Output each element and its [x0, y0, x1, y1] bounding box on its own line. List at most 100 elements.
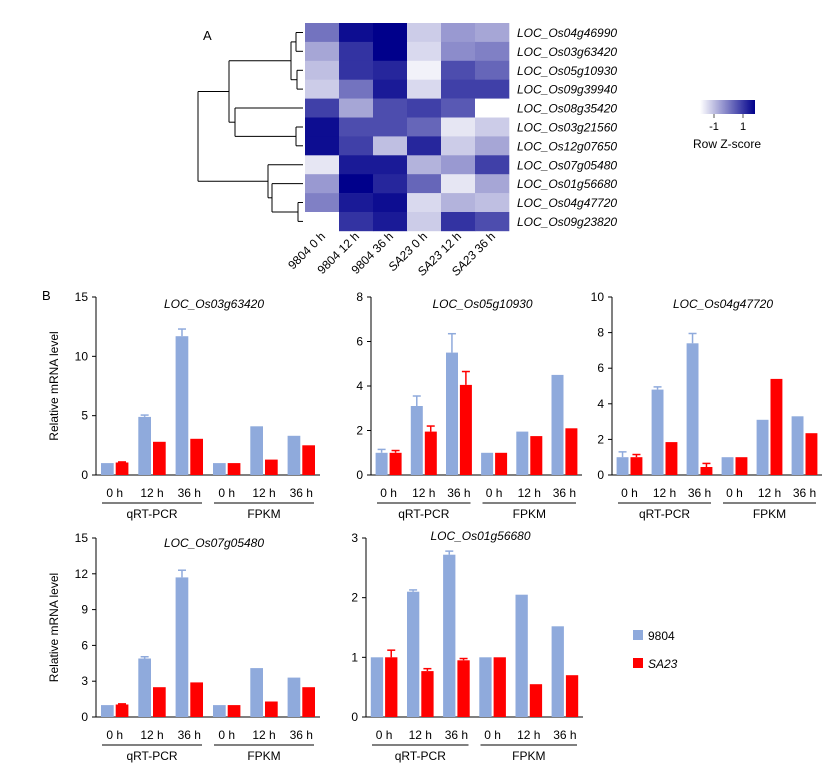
bar-SA23	[190, 682, 203, 717]
heatmap-cell	[305, 79, 340, 99]
heatmap-cell	[339, 79, 374, 99]
bar-SA23	[302, 445, 315, 475]
panel-b-label: B	[42, 288, 51, 303]
heatmap-cell	[407, 117, 442, 137]
bar-9804	[721, 457, 734, 475]
colorkey-title: Row Z-score	[693, 137, 761, 151]
heatmap-cell	[305, 155, 340, 175]
heatmap-cell	[475, 23, 510, 43]
bar-9804	[407, 591, 420, 717]
group-label: qRT-PCR	[126, 507, 177, 521]
y-tick-label: 4	[597, 397, 604, 411]
bar-SA23	[227, 705, 241, 717]
y-tick-label: 5	[81, 409, 88, 423]
heatmap-cell	[407, 98, 442, 118]
x-tick-label: 36 h	[553, 486, 576, 500]
bar-9804	[138, 658, 151, 717]
x-tick-label: 36 h	[290, 486, 313, 500]
x-tick-label: 36 h	[447, 486, 470, 500]
colorkey-bar	[700, 100, 755, 114]
bar-9804	[175, 577, 189, 717]
colorkey-tick-label: 1	[740, 121, 746, 133]
group-label: FPKM	[753, 507, 786, 521]
bar-9804	[686, 343, 699, 475]
bar-9804	[551, 626, 564, 717]
bar-SA23	[493, 657, 506, 717]
heatmap-cell	[373, 174, 408, 194]
heatmap-cell	[441, 117, 476, 137]
bar-SA23	[495, 452, 508, 476]
heatmap-cell	[339, 212, 374, 232]
condition-label-time: 12 h	[435, 229, 464, 258]
heatmap-cell	[475, 98, 510, 118]
bar-9804	[250, 668, 263, 717]
y-tick-label: 6	[81, 638, 88, 652]
x-tick-label: 36 h	[178, 486, 201, 500]
x-tick-label: 36 h	[445, 728, 468, 742]
heatmap-cell	[407, 79, 442, 99]
x-tick-label: 0 h	[484, 728, 501, 742]
group-label: qRT-PCR	[398, 507, 449, 521]
heatmap-cell	[373, 98, 408, 118]
colorkey-tick-label: -1	[709, 121, 719, 133]
bar-9804	[551, 374, 564, 475]
heatmap-cell	[339, 136, 374, 156]
heatmap-cell	[441, 136, 476, 156]
x-tick-label: 0 h	[486, 486, 503, 500]
heatmap-cell	[305, 23, 340, 43]
x-tick-label: 0 h	[621, 486, 638, 500]
heatmap-cell	[305, 98, 340, 118]
heatmap-cell	[305, 136, 340, 156]
bar-SA23	[302, 687, 315, 717]
heatmap-cell	[475, 155, 510, 175]
bar-SA23	[565, 428, 578, 475]
gene-label: LOC_Os03g63420	[517, 45, 617, 59]
y-axis-label: Relative mRNA level	[47, 331, 61, 440]
heatmap-cell	[441, 41, 476, 62]
bar-9804	[410, 406, 423, 475]
group-label: qRT-PCR	[126, 749, 177, 763]
gene-label: LOC_Os12g07650	[517, 139, 617, 153]
y-tick-label: 8	[597, 326, 604, 340]
bar-SA23	[265, 701, 278, 717]
gene-label: LOC_Os08g35420	[517, 102, 617, 116]
heatmap-cell	[339, 41, 374, 62]
heatmap-cell	[407, 41, 442, 62]
bar-SA23	[153, 687, 166, 717]
heatmap-cell	[475, 117, 510, 137]
x-tick-label: 12 h	[653, 486, 676, 500]
group-label: FPKM	[247, 507, 280, 521]
legend-label: SA23	[648, 657, 678, 671]
condition-label-time: 36 h	[367, 229, 396, 258]
bar-chart-LOC_Os01g56680: 0 1 2 3 LOC_Os01g56680 0 h 12 h 36 h 0 h 12 h 36 h…	[351, 529, 583, 763]
x-tick-label: 36 h	[290, 728, 313, 742]
x-tick-label: 12 h	[518, 486, 541, 500]
x-tick-label: 12 h	[758, 486, 781, 500]
heatmap-cell	[373, 79, 408, 99]
group-label: FPKM	[247, 749, 280, 763]
y-tick-label: 0	[81, 710, 88, 724]
bar-SA23	[153, 441, 166, 475]
heatmap-cell	[339, 155, 374, 175]
gene-label: LOC_Os04g47720	[517, 196, 617, 210]
heatmap-cell	[373, 212, 408, 232]
heatmap-cell	[441, 193, 476, 213]
heatmap-cell	[475, 212, 510, 232]
bar-SA23	[457, 660, 470, 717]
legend: 9804 SA23	[633, 629, 678, 671]
gene-label: LOC_Os05g10930	[517, 64, 617, 78]
y-tick-label: 9	[81, 603, 88, 617]
gene-label: LOC_Os09g23820	[517, 215, 617, 229]
chart-title: LOC_Os04g47720	[673, 297, 773, 311]
condition-label-time: 12 h	[333, 229, 362, 258]
heatmap-cell	[441, 174, 476, 194]
heatmap-cell	[475, 193, 510, 213]
y-tick-label: 3	[351, 531, 358, 545]
y-tick-label: 8	[356, 290, 363, 304]
y-tick-label: 15	[75, 531, 89, 545]
y-tick-label: 6	[356, 335, 363, 349]
heatmap-cell	[475, 174, 510, 194]
bar-9804	[515, 594, 528, 717]
bar-9804	[375, 452, 388, 476]
bar-9804	[213, 705, 226, 717]
